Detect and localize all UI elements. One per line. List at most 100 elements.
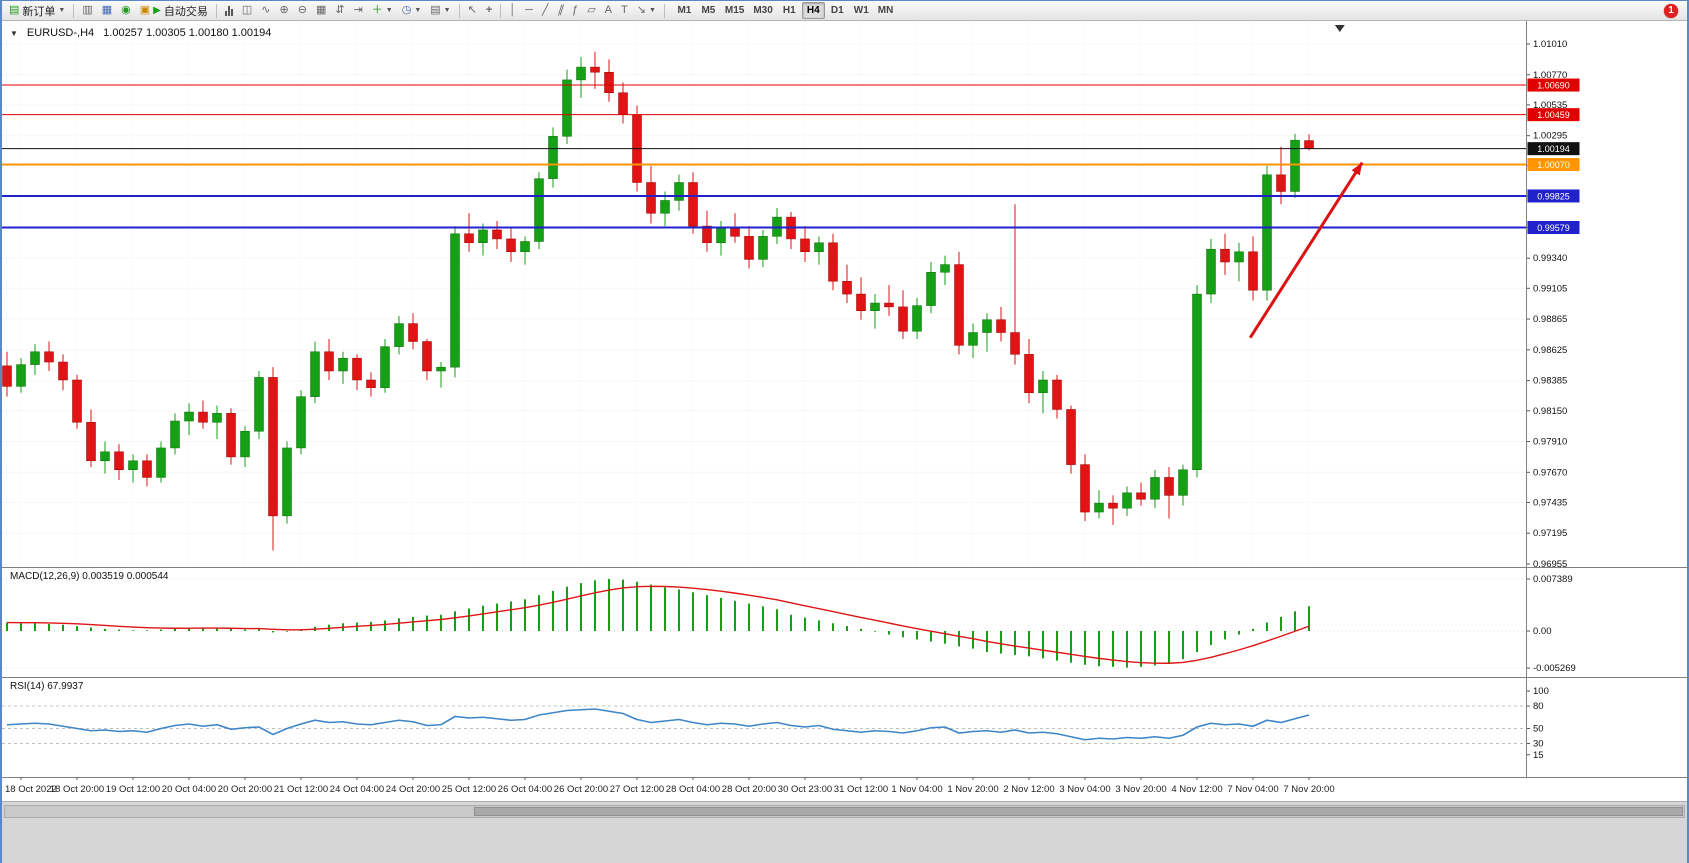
- toolbar-separator: [458, 3, 460, 18]
- toolbar-separator: [663, 3, 665, 18]
- fibonacci-button[interactable]: ƒ: [568, 2, 582, 20]
- main-chart[interactable]: 1.010101.007701.005351.002951.000600.998…: [2, 21, 1689, 567]
- timeframe-button-mn[interactable]: MN: [874, 2, 898, 19]
- new-order-button[interactable]: ▤ 新订单 ▼: [5, 2, 69, 20]
- new-order-icon: ▤: [9, 4, 20, 16]
- svg-text:30 Oct 23:00: 30 Oct 23:00: [778, 784, 832, 795]
- auto-arrange-button[interactable]: ⇵: [331, 2, 348, 20]
- chevron-down-icon: ▼: [648, 7, 656, 14]
- svg-text:18 Oct 2022: 18 Oct 2022: [5, 784, 57, 795]
- trendline-button[interactable]: ╱: [538, 2, 553, 20]
- svg-text:20 Oct 20:00: 20 Oct 20:00: [218, 784, 272, 795]
- text-icon: A: [604, 4, 612, 16]
- macd-panel[interactable]: 0.007389 0.00 -0.005269: [2, 567, 1689, 677]
- market-watch-button[interactable]: ▦: [98, 2, 116, 20]
- svg-text:7 Nov 20:00: 7 Nov 20:00: [1283, 784, 1334, 795]
- svg-text:1.00770: 1.00770: [1533, 70, 1567, 81]
- svg-text:1.00070: 1.00070: [1537, 160, 1570, 170]
- svg-text:100: 100: [1533, 686, 1549, 697]
- timeframe-button-h4[interactable]: H4: [801, 2, 825, 19]
- chart-shift-button[interactable]: ⇥: [350, 2, 367, 20]
- svg-text:0.007389: 0.007389: [1533, 574, 1573, 585]
- svg-text:1.00295: 1.00295: [1533, 131, 1567, 142]
- one-click-trading-arrow-icon[interactable]: ▼: [10, 28, 18, 38]
- horizontal-line-icon: ─: [525, 4, 533, 16]
- vertical-line-button[interactable]: │: [505, 2, 520, 20]
- svg-text:0.99825: 0.99825: [1537, 191, 1570, 201]
- svg-text:50: 50: [1533, 724, 1544, 735]
- arrow-tool-icon: ↘: [636, 4, 646, 16]
- tile-windows-button[interactable]: ▦: [312, 2, 330, 20]
- clock-icon: ◷: [401, 4, 412, 16]
- svg-text:26 Oct 04:00: 26 Oct 04:00: [498, 784, 552, 795]
- svg-text:0.97435: 0.97435: [1533, 497, 1567, 508]
- indicators-button[interactable]: ＋ ▼: [368, 2, 397, 20]
- svg-text:3 Nov 04:00: 3 Nov 04:00: [1059, 784, 1110, 795]
- svg-text:0.96955: 0.96955: [1533, 559, 1567, 567]
- indicators-icon: ＋: [371, 4, 383, 16]
- svg-text:1.01010: 1.01010: [1533, 39, 1567, 50]
- timeframe-button-w1[interactable]: W1: [850, 2, 873, 19]
- svg-text:21 Oct 12:00: 21 Oct 12:00: [274, 784, 328, 795]
- svg-text:1 Nov 20:00: 1 Nov 20:00: [947, 784, 998, 795]
- candlesticks: [2, 51, 1314, 551]
- channel-button[interactable]: ∥: [554, 2, 568, 20]
- svg-text:-0.005269: -0.005269: [1533, 663, 1576, 674]
- shapes-icon: ▱: [587, 4, 596, 16]
- data-window-button[interactable]: ◉: [117, 2, 135, 20]
- svg-text:1.00535: 1.00535: [1533, 100, 1567, 111]
- horizontal-lines: [2, 84, 1526, 229]
- auto-trading-button[interactable]: ▣ ▶ 自动交易: [136, 2, 212, 20]
- candle-chart-button[interactable]: ◫: [238, 2, 256, 20]
- text-label-button[interactable]: T: [617, 2, 632, 20]
- timeframe-button-h1[interactable]: H1: [778, 2, 801, 19]
- svg-text:0.98150: 0.98150: [1533, 406, 1567, 417]
- market-watch-icon: ▦: [101, 4, 113, 16]
- scrollbar-thumb[interactable]: [474, 807, 1683, 816]
- crosshair-button[interactable]: +: [482, 2, 496, 20]
- text-label-icon: T: [621, 4, 628, 16]
- charts-window-button[interactable]: ▥: [78, 2, 96, 20]
- horizontal-scrollbar[interactable]: [4, 805, 1685, 818]
- text-button[interactable]: A: [601, 2, 616, 20]
- toolbar-right: 1: [1664, 3, 1678, 18]
- arrows-button[interactable]: ↘ ▼: [633, 2, 660, 20]
- svg-text:3 Nov 20:00: 3 Nov 20:00: [1115, 784, 1166, 795]
- notification-badge[interactable]: 1: [1664, 3, 1678, 18]
- svg-text:0.99340: 0.99340: [1533, 253, 1567, 264]
- svg-text:4 Nov 12:00: 4 Nov 12:00: [1171, 784, 1222, 795]
- bar-chart-button[interactable]: [221, 2, 237, 20]
- svg-text:26 Oct 20:00: 26 Oct 20:00: [554, 784, 608, 795]
- timeframe-button-m15[interactable]: M15: [721, 2, 748, 19]
- channel-icon: ∥: [555, 4, 566, 16]
- svg-text:0.98625: 0.98625: [1533, 345, 1567, 356]
- timeframe-button-m30[interactable]: M30: [749, 2, 776, 19]
- zoom-out-button[interactable]: ⊖: [294, 2, 311, 20]
- shapes-button[interactable]: ▱: [583, 2, 599, 20]
- horizontal-line-button[interactable]: ─: [521, 2, 537, 20]
- rsi-line: [6, 708, 1310, 741]
- timeframe-button-d1[interactable]: D1: [826, 2, 849, 19]
- auto-trading-label: 自动交易: [163, 5, 208, 18]
- periods-button[interactable]: ◷ ▼: [398, 2, 426, 20]
- line-chart-button[interactable]: ∿: [257, 2, 274, 20]
- svg-text:0.98865: 0.98865: [1533, 314, 1567, 325]
- svg-text:80: 80: [1533, 701, 1544, 712]
- templates-button[interactable]: ▤ ▼: [426, 2, 454, 20]
- svg-text:15: 15: [1533, 750, 1544, 761]
- timeframe-group: M1 M5 M15 M30 H1 H4 D1 W1 MN: [673, 2, 897, 19]
- timeframe-button-m5[interactable]: M5: [697, 2, 720, 19]
- cursor-button[interactable]: ↖: [464, 2, 481, 20]
- last-bar-marker: [1334, 25, 1345, 32]
- svg-text:0.97670: 0.97670: [1533, 467, 1567, 478]
- bottom-strip: [2, 801, 1687, 863]
- zoom-out-icon: ⊖: [297, 4, 307, 16]
- svg-text:0.97195: 0.97195: [1533, 528, 1567, 539]
- macd-label: MACD(12,26,9) 0.003519 0.000544: [10, 571, 169, 582]
- timeframe-button-m1[interactable]: M1: [673, 2, 696, 19]
- zoom-in-button[interactable]: ⊕: [276, 2, 293, 20]
- toolbar-separator: [215, 3, 217, 18]
